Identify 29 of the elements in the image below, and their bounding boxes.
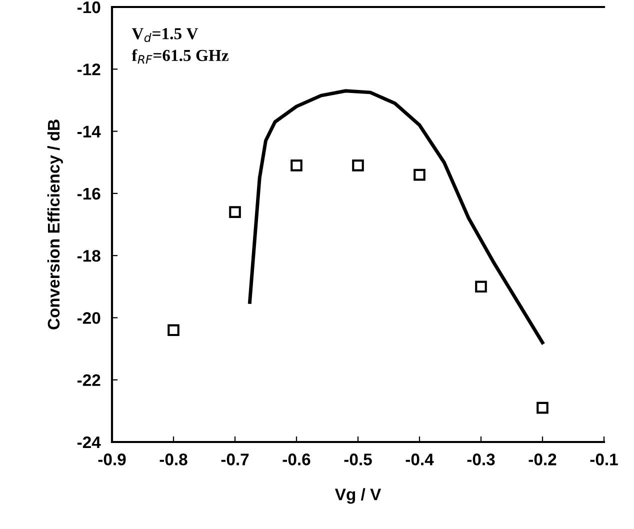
point (229, 206, 241, 218)
x-tick-label: -0.7 (221, 454, 249, 466)
x-tick-label: -0.1 (590, 454, 618, 466)
point (414, 168, 426, 181)
annotation: f$_{RF}$=61.5 GHz (132, 49, 228, 64)
x-tick-label: -0.8 (160, 454, 188, 466)
y-tick-label: -10 (77, 1, 100, 14)
y-tick-label: -12 (77, 64, 100, 76)
point (290, 160, 302, 172)
x-tick-label: -0.6 (282, 454, 310, 466)
point (536, 402, 548, 414)
y-tick-label: -20 (77, 312, 100, 324)
x-tick-label: -0.3 (467, 454, 495, 466)
x-tick-label: -0.2 (528, 454, 556, 466)
y-tick-label: -14 (77, 126, 101, 138)
y-tick-label: -16 (77, 188, 100, 200)
point (168, 324, 180, 336)
x-tick-label: -0.9 (98, 454, 126, 466)
point (475, 280, 487, 293)
x-tick-label: -0.4 (406, 454, 434, 466)
x-axis-title: Vg / V (334, 488, 382, 504)
y-tick-label: -18 (77, 250, 100, 262)
point (352, 160, 364, 172)
line-series (248, 89, 544, 344)
y-tick-label: -22 (77, 374, 100, 386)
y-axis-title: Conversion Efficiency / dB (47, 120, 63, 330)
annotation: V$_{d}$=1.5 V (132, 28, 198, 42)
x-tick-label: -0.5 (344, 454, 372, 466)
y-tick-label: -24 (77, 436, 101, 448)
